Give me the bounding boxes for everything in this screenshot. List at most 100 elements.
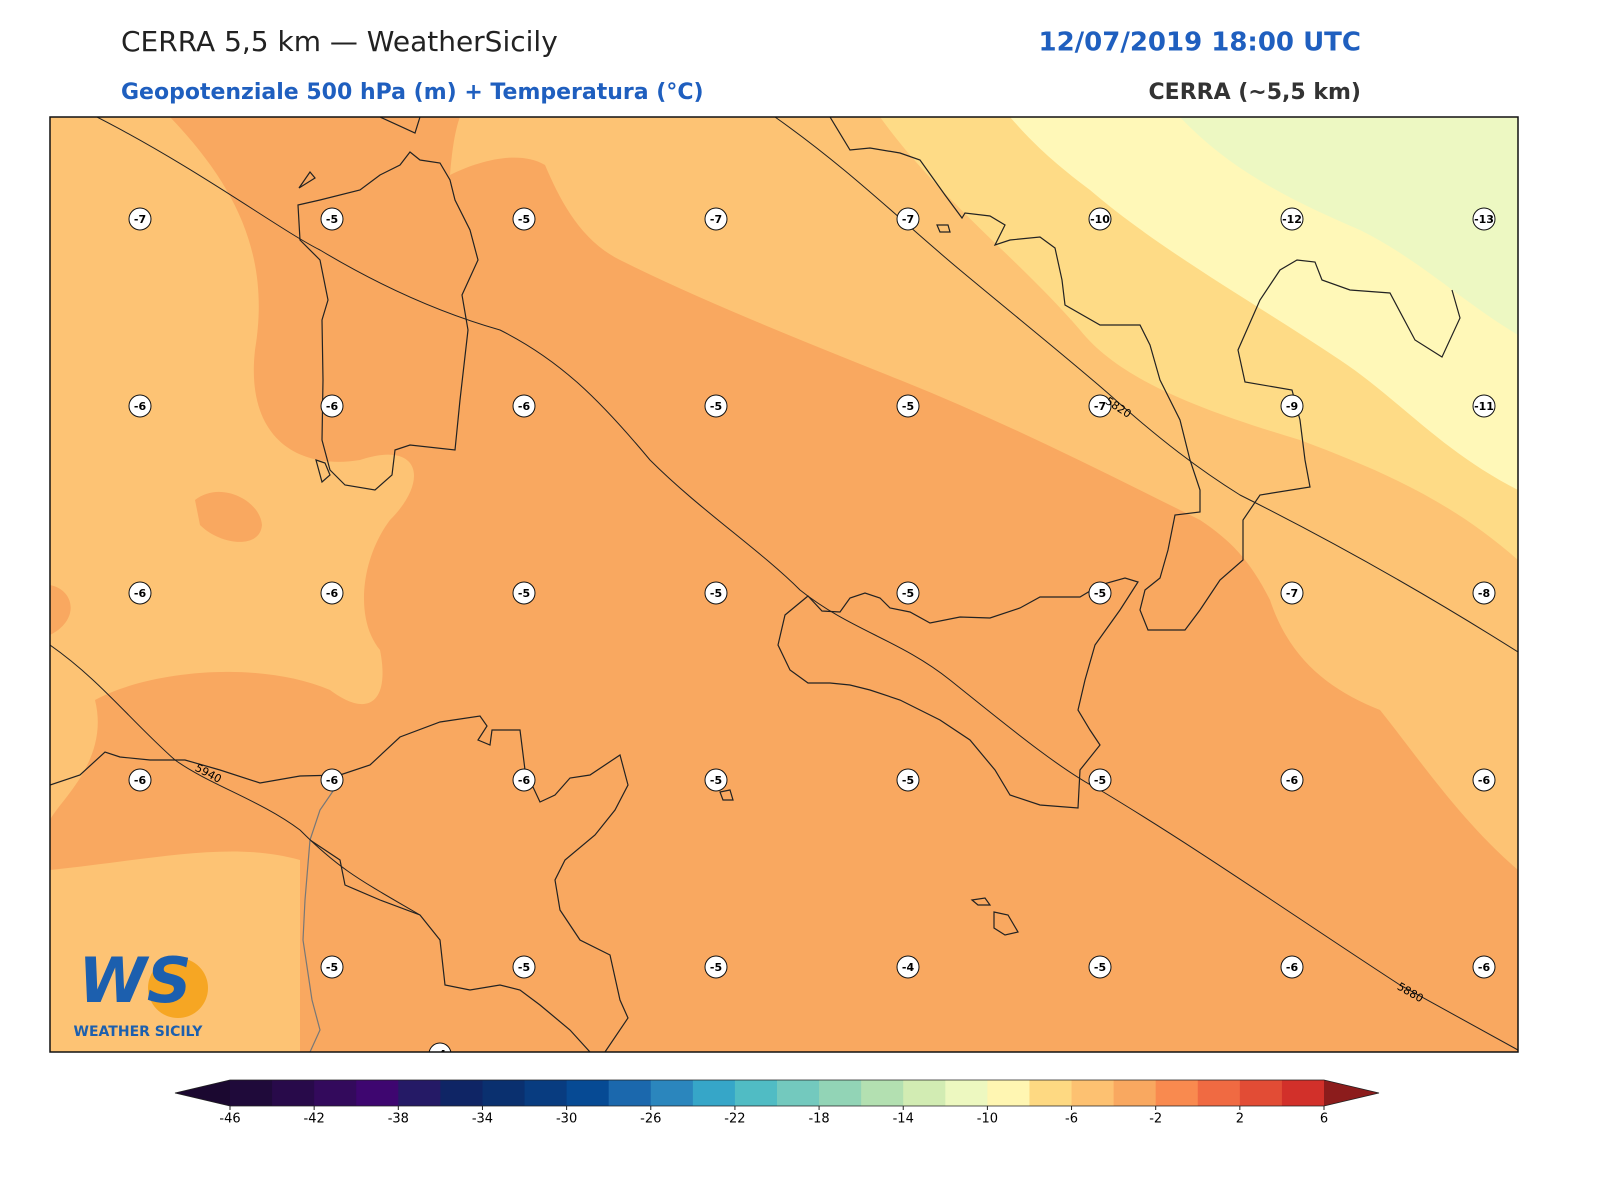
temp-label: -6 [134, 587, 147, 600]
field-band [1180, 117, 1518, 335]
colorbar-bin [440, 1080, 483, 1106]
field-band [50, 491, 262, 635]
temp-label: -7 [902, 213, 914, 226]
colorbar-bin [861, 1080, 904, 1106]
temp-label: -6 [1286, 774, 1299, 787]
colorbar-bin [608, 1080, 652, 1106]
temp-marker [1280, 581, 1304, 605]
temp-marker [704, 581, 728, 605]
colorbar-tick-label: -14 [893, 1112, 914, 1127]
colorbar-bin [314, 1080, 357, 1106]
logo-sun [148, 958, 208, 1018]
temp-marker [704, 768, 728, 792]
temp-marker [428, 1042, 452, 1052]
colorbar-bin [987, 1080, 1030, 1106]
temp-marker [1088, 394, 1112, 418]
coastline [777, 577, 1139, 809]
temp-marker [1472, 394, 1496, 418]
temp-marker [512, 207, 536, 231]
temp-label: -5 [710, 400, 722, 413]
temp-label: -5 [518, 961, 530, 974]
temp-label: -6 [326, 400, 339, 413]
colorbar-tick-label: -46 [219, 1112, 240, 1127]
map: -7 -5 -5 -7 -7 -10 -12 -13 -6 -6 -6 -5 -5 -7 -9 -11 -6 -6… [50, 117, 1518, 1061]
colorbar-bin [1155, 1080, 1199, 1106]
border [302, 777, 343, 1052]
logo-text: WEATHER SICILY [74, 1024, 204, 1040]
temp-marker [320, 768, 344, 792]
colorbar-bin [1197, 1080, 1241, 1106]
temp-marker [704, 394, 728, 418]
temp-marker [1088, 207, 1112, 231]
temp-label: -4 [434, 1048, 447, 1061]
temp-marker [512, 581, 536, 605]
colorbar-tick-label: 6 [1320, 1112, 1328, 1127]
temp-label: -5 [710, 587, 722, 600]
temp-label: -6 [1478, 774, 1491, 787]
temp-label: -6 [134, 774, 147, 787]
colorbar-bin [819, 1080, 862, 1106]
temp-label: -5 [518, 213, 530, 226]
temp-label: -6 [134, 400, 147, 413]
temp-label: -7 [1286, 587, 1298, 600]
temp-marker [512, 955, 536, 979]
temp-label: -8 [1478, 587, 1490, 600]
colorbar-tick-label: -26 [640, 1112, 661, 1127]
colorbar-bin [1071, 1080, 1115, 1106]
temp-marker [320, 955, 344, 979]
colorbar-extend [1324, 1080, 1379, 1106]
temp-label: -6 [1478, 961, 1491, 974]
colorbar-bin [945, 1080, 988, 1106]
temp-marker [704, 207, 728, 231]
temp-marker [128, 581, 152, 605]
temp-marker [320, 207, 344, 231]
logo-mark: WS [78, 944, 191, 1017]
coastline [829, 117, 1461, 631]
model: CERRA (~5,5 km) [1149, 80, 1361, 105]
colorbar-tick-label: -10 [977, 1112, 998, 1127]
temp-label: -6 [326, 774, 339, 787]
contour-line [50, 644, 421, 916]
colorbar-tick-label: -42 [304, 1112, 325, 1127]
temp-label: -9 [1286, 400, 1298, 413]
temp-marker [896, 768, 920, 792]
colorbar-tick-label: -2 [1149, 1112, 1162, 1127]
temp-marker [896, 394, 920, 418]
colorbar: -46 -42 -38 -34 -30 -26 -22 -18 -14 -10 -6 -2 2 6 [174, 1079, 1380, 1127]
temp-marker [1088, 955, 1112, 979]
temp-label: -5 [1094, 774, 1106, 787]
temp-marker [1472, 207, 1496, 231]
temp-marker [1472, 581, 1496, 605]
temp-marker [512, 768, 536, 792]
temp-marker [1280, 955, 1304, 979]
temp-marker [704, 955, 728, 979]
colorbar-bin [272, 1080, 315, 1106]
temp-marker [896, 955, 920, 979]
colorbar-bin [692, 1080, 736, 1106]
colorbar-bin [1029, 1080, 1073, 1106]
temp-label: -7 [710, 213, 722, 226]
temp-label: -5 [1094, 961, 1106, 974]
temp-marker [320, 394, 344, 418]
temp-label: -5 [518, 587, 530, 600]
temp-label: -5 [902, 774, 914, 787]
temp-marker [128, 394, 152, 418]
colorbar-bin [356, 1080, 399, 1106]
temp-marker [128, 207, 152, 231]
colorbar-bin [1281, 1080, 1325, 1106]
colorbar-tick-label: -34 [472, 1112, 493, 1127]
colorbar-tick-label: -18 [808, 1112, 829, 1127]
temp-label: -5 [1094, 587, 1106, 600]
temp-marker [1280, 207, 1304, 231]
temp-label: -5 [710, 961, 722, 974]
temp-label: -11 [1474, 400, 1494, 413]
temp-label: -12 [1282, 213, 1302, 226]
temp-label: -5 [326, 961, 338, 974]
temp-marker [512, 394, 536, 418]
temp-label: -5 [902, 400, 914, 413]
temp-label: -4 [902, 961, 915, 974]
temp-marker [896, 581, 920, 605]
